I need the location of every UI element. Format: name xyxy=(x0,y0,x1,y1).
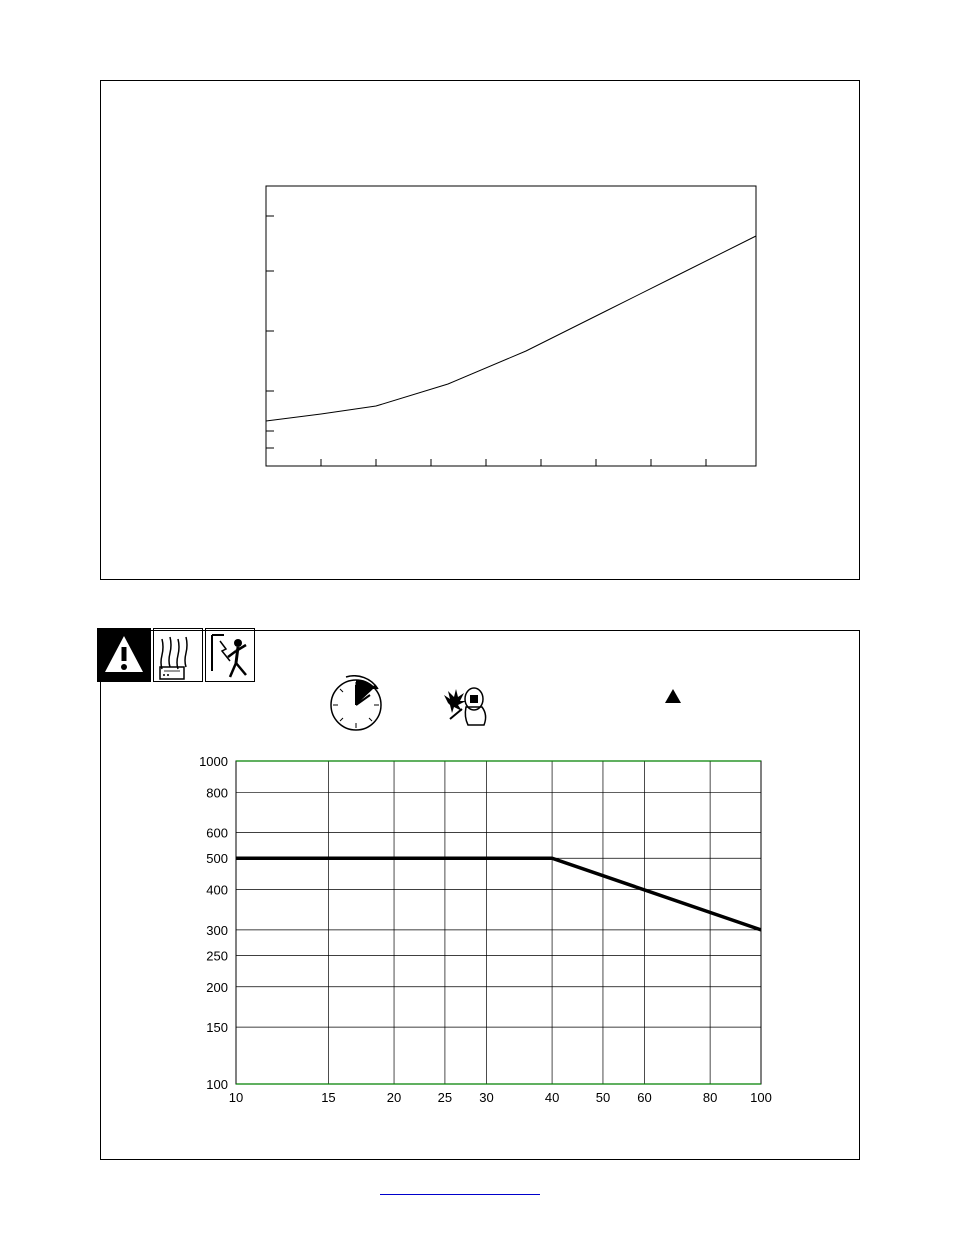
top-panel xyxy=(100,80,860,580)
svg-text:10: 10 xyxy=(229,1090,243,1105)
svg-text:20: 20 xyxy=(387,1090,401,1105)
svg-text:30: 30 xyxy=(479,1090,493,1105)
svg-text:40: 40 xyxy=(545,1090,559,1105)
svg-text:80: 80 xyxy=(703,1090,717,1105)
svg-text:25: 25 xyxy=(438,1090,452,1105)
svg-text:800: 800 xyxy=(206,785,228,800)
footer-link[interactable] xyxy=(380,1193,540,1195)
duty-cycle-chart: 1000 800 600 500 400 300 250 200 150 100 10 15 20 25… xyxy=(101,631,861,1161)
svg-text:100: 100 xyxy=(206,1077,228,1092)
svg-text:600: 600 xyxy=(206,826,228,841)
svg-text:300: 300 xyxy=(206,923,228,938)
svg-text:500: 500 xyxy=(206,851,228,866)
top-chart xyxy=(101,81,861,581)
svg-text:50: 50 xyxy=(596,1090,610,1105)
bottom-panel: 1000 800 600 500 400 300 250 200 150 100 10 15 20 25… xyxy=(100,630,860,1160)
svg-text:150: 150 xyxy=(206,1020,228,1035)
svg-text:100: 100 xyxy=(750,1090,772,1105)
svg-text:400: 400 xyxy=(206,883,228,898)
svg-text:15: 15 xyxy=(321,1090,335,1105)
svg-text:250: 250 xyxy=(206,948,228,963)
svg-text:1000: 1000 xyxy=(199,754,228,769)
svg-text:200: 200 xyxy=(206,980,228,995)
svg-text:60: 60 xyxy=(637,1090,651,1105)
